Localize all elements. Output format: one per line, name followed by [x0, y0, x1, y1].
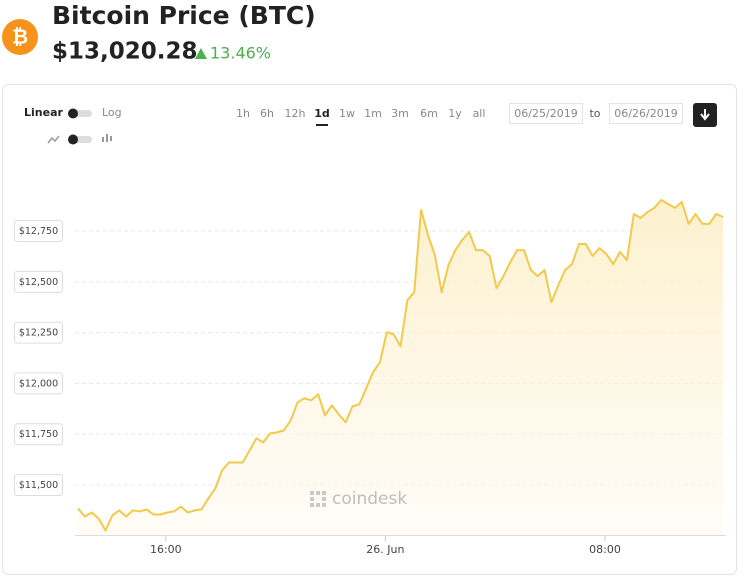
y-tick-box [14, 220, 63, 243]
range-button[interactable]: 6h [260, 107, 274, 120]
y-tick-label: $12,250 [19, 328, 58, 339]
watermark-icon [310, 491, 326, 507]
range-buttons: 1h 6h 12h 1d 1w 1m 3m 6m 1y all [236, 107, 486, 126]
line-icon [47, 135, 60, 144]
y-tick-label: $12,750 [19, 226, 58, 237]
price: $13,020.28 [52, 39, 198, 65]
candle-icon [102, 134, 112, 142]
toggle-knob[interactable] [68, 134, 78, 145]
y-tick-label: $12,000 [19, 378, 58, 389]
up-arrow [195, 48, 207, 59]
change: 13.46% [210, 44, 271, 63]
toggle-knob[interactable] [68, 108, 78, 119]
date-input[interactable] [509, 103, 583, 124]
y-tick-box [14, 423, 63, 446]
y-tick-label: $11,500 [19, 480, 58, 491]
range-button[interactable]: 1h [236, 107, 250, 120]
price-line [77, 198, 724, 532]
btc-icon [2, 19, 38, 55]
range-button[interactable]: 1d [314, 107, 330, 120]
title: Bitcoin Price (BTC) [52, 1, 316, 30]
range-button[interactable]: 6m [420, 107, 438, 120]
area [78, 199, 723, 535]
to-label: to [589, 107, 600, 120]
range-button[interactable]: 1m [364, 107, 382, 120]
y-tick-box [14, 474, 63, 497]
range-button[interactable]: 12h [285, 107, 306, 120]
range-button[interactable]: 3m [391, 107, 409, 120]
range-button[interactable]: 1w [339, 107, 355, 120]
date-input[interactable] [609, 103, 683, 124]
y-tick-label: $12,500 [19, 277, 58, 288]
range-button[interactable]: all [473, 107, 486, 120]
btc-icon-glyph: ₿ [12, 25, 28, 49]
y-tick-box [14, 372, 63, 395]
y-tick-label: $11,750 [19, 429, 58, 440]
y-tick-box [14, 321, 63, 344]
plot: $11,500 $11,750 $12,000 $12,250 $12,500 $12,7… [14, 198, 726, 556]
log-label[interactable]: Log [102, 106, 122, 119]
watermark: coindesk [332, 489, 407, 509]
linear-label[interactable]: Linear [24, 106, 63, 119]
to-date[interactable]: 06/26/2019 [614, 107, 677, 120]
x-tick-label: 08:00 [589, 543, 621, 556]
from-date[interactable]: 06/25/2019 [514, 107, 577, 120]
range-button[interactable]: 1y [448, 107, 462, 120]
x-tick-label: 26. Jun [366, 543, 404, 556]
y-tick-box [14, 270, 63, 293]
download-icon[interactable] [700, 109, 710, 121]
x-tick-label: 16:00 [150, 543, 182, 556]
